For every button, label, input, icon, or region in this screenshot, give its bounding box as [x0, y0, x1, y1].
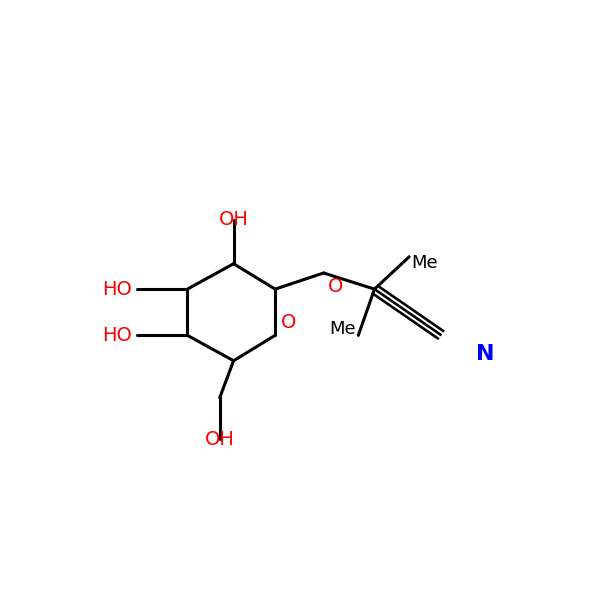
Text: OH: OH	[205, 430, 235, 449]
Text: Me: Me	[329, 320, 356, 338]
Text: N: N	[476, 344, 494, 364]
Text: HO: HO	[102, 280, 132, 299]
Text: OH: OH	[218, 209, 248, 229]
Text: Me: Me	[412, 254, 438, 272]
Text: HO: HO	[102, 326, 132, 345]
Text: O: O	[328, 277, 344, 296]
Text: O: O	[281, 313, 296, 332]
